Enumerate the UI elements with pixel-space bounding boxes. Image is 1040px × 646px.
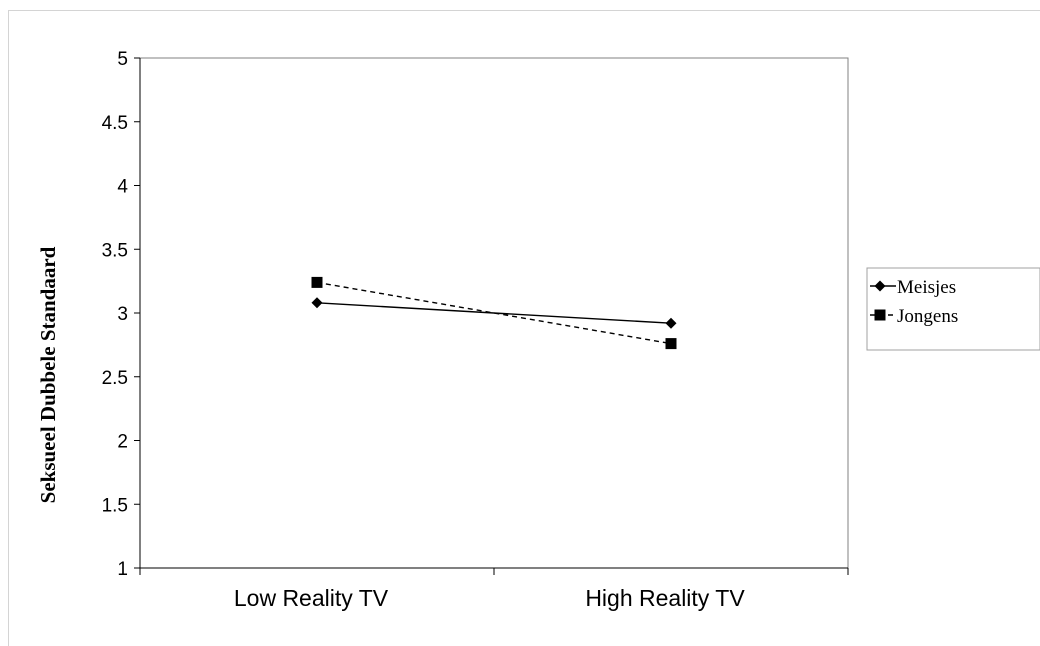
series-line-meisjes [316,302,672,324]
series-line-jongens [316,281,672,345]
legend-label-jongens: Jongens [897,306,958,327]
data-point-jongens [311,276,323,288]
x-axis-ticks: Low Reality TV High Reality TV [139,568,849,611]
y-tick-label: 3 [117,304,128,325]
y-tick-label: 5 [117,49,128,70]
y-tick-label: 1.5 [102,495,128,516]
y-axis-label: Seksueel Dubbele Standaard [36,246,60,503]
y-tick-label: 2 [117,432,128,453]
legend-marker-meisjes [874,280,886,292]
legend: Meisjes Jongens [866,267,1040,351]
y-tick-label: 3.5 [102,240,128,261]
y-axis-ticks: 1 1.5 2 2.5 3 3.5 4 4.5 5 [102,49,140,580]
x-tick-label: High Reality TV [585,585,745,611]
x-tick-label: Low Reality TV [234,585,389,611]
frame-border-left [8,10,9,646]
legend-label-meisjes: Meisjes [897,277,956,298]
data-point-meisjes [665,317,677,329]
frame-border-top [8,10,1040,11]
y-tick-label: 1 [117,559,128,580]
y-tick-label: 4.5 [102,113,128,134]
y-tick-label: 4 [117,177,128,198]
series-layer [311,276,677,350]
y-tick-label: 2.5 [102,368,128,389]
data-point-meisjes [311,297,323,309]
legend-marker-jongens [874,309,886,321]
legend-box [866,267,1040,351]
data-point-jongens [665,338,677,350]
legend-items: Meisjes Jongens [870,277,958,327]
